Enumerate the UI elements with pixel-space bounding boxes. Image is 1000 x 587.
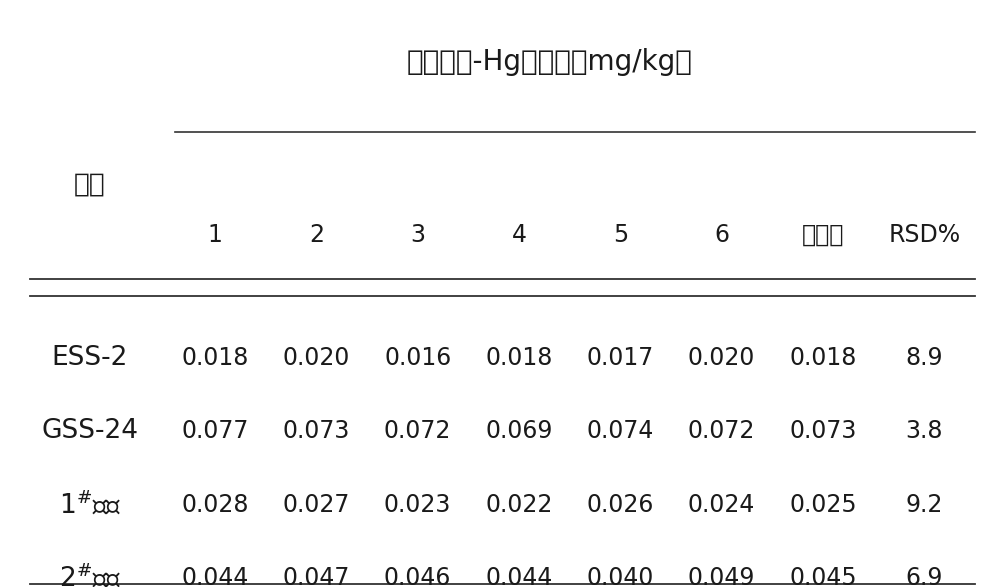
Text: 0.016: 0.016 — [384, 346, 451, 370]
Text: 0.077: 0.077 — [181, 420, 249, 443]
Text: 0.027: 0.027 — [283, 493, 350, 517]
Text: 8.9: 8.9 — [906, 346, 943, 370]
Text: 0.049: 0.049 — [688, 566, 755, 587]
Text: 0.044: 0.044 — [181, 566, 249, 587]
Text: 3: 3 — [410, 223, 425, 247]
Text: 5: 5 — [613, 223, 628, 247]
Text: 0.074: 0.074 — [587, 420, 654, 443]
Text: $1^{\#}$样品: $1^{\#}$样品 — [59, 490, 121, 519]
Text: 6: 6 — [714, 223, 729, 247]
Text: 0.025: 0.025 — [789, 493, 857, 517]
Text: 0.020: 0.020 — [688, 346, 755, 370]
Text: 0.045: 0.045 — [789, 566, 857, 587]
Text: $2^{\#}$样品: $2^{\#}$样品 — [59, 564, 121, 587]
Text: 水浴消解-Hg的含量（mg/kg）: 水浴消解-Hg的含量（mg/kg） — [407, 48, 693, 76]
Text: 3.8: 3.8 — [906, 420, 943, 443]
Text: GSS-24: GSS-24 — [42, 419, 138, 444]
Text: 4: 4 — [512, 223, 526, 247]
Text: 0.024: 0.024 — [688, 493, 755, 517]
Text: 样品: 样品 — [74, 172, 106, 198]
Text: 2: 2 — [309, 223, 324, 247]
Text: 0.020: 0.020 — [283, 346, 350, 370]
Text: 0.072: 0.072 — [688, 420, 755, 443]
Text: RSD%: RSD% — [888, 223, 960, 247]
Text: 0.018: 0.018 — [789, 346, 857, 370]
Text: 0.044: 0.044 — [485, 566, 553, 587]
Text: 9.2: 9.2 — [906, 493, 943, 517]
Text: ESS-2: ESS-2 — [52, 345, 128, 371]
Text: 0.047: 0.047 — [283, 566, 350, 587]
Text: 0.073: 0.073 — [789, 420, 857, 443]
Text: 0.022: 0.022 — [485, 493, 553, 517]
Text: 6.9: 6.9 — [906, 566, 943, 587]
Text: 0.018: 0.018 — [485, 346, 553, 370]
Text: 0.017: 0.017 — [587, 346, 654, 370]
Text: 0.072: 0.072 — [384, 420, 451, 443]
Text: 0.028: 0.028 — [181, 493, 249, 517]
Text: 0.018: 0.018 — [181, 346, 249, 370]
Text: 平均值: 平均值 — [802, 223, 844, 247]
Text: 0.073: 0.073 — [283, 420, 350, 443]
Text: 0.046: 0.046 — [384, 566, 451, 587]
Text: 0.069: 0.069 — [485, 420, 553, 443]
Text: 0.023: 0.023 — [384, 493, 451, 517]
Text: 0.026: 0.026 — [587, 493, 654, 517]
Text: 1: 1 — [208, 223, 222, 247]
Text: 0.040: 0.040 — [587, 566, 654, 587]
